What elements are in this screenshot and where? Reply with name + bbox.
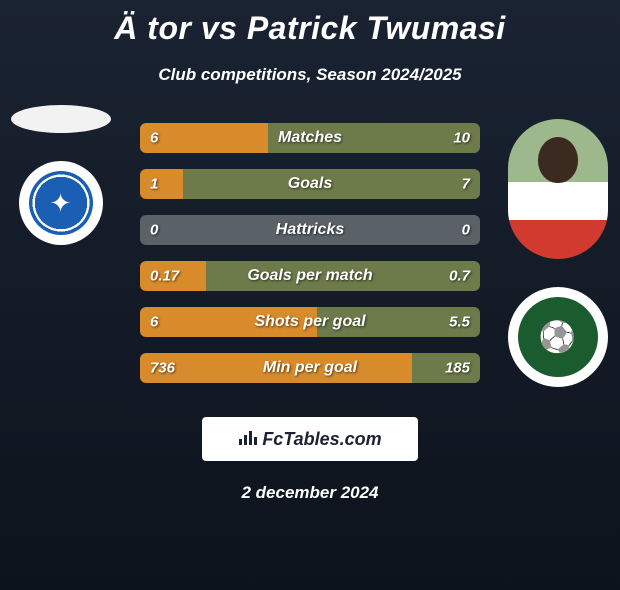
stat-row: 0 0 Hattricks — [140, 215, 480, 245]
stat-row: 1 7 Goals — [140, 169, 480, 199]
club-right-badge — [508, 287, 608, 387]
stat-label: Min per goal — [263, 359, 357, 377]
player-right-photo — [508, 119, 608, 259]
page-title: Ä tor vs Patrick Twumasi — [0, 10, 620, 47]
stat-label: Hattricks — [276, 221, 344, 239]
subtitle: Club competitions, Season 2024/2025 — [0, 65, 620, 85]
stat-left-value: 0 — [150, 222, 158, 239]
bar-left-segment — [140, 169, 183, 199]
date-line: 2 december 2024 — [0, 483, 620, 503]
stat-bars: 6 10 Matches 1 7 Goals 0 0 Hattricks 0.17 0.7 Goals… — [140, 123, 480, 399]
comparison-area: 6 10 Matches 1 7 Goals 0 0 Hattricks 0.17 0.7 Goals… — [0, 123, 620, 403]
stat-left-value: 1 — [150, 176, 158, 193]
chart-icon — [238, 429, 258, 450]
stat-row: 6 10 Matches — [140, 123, 480, 153]
player-left-column — [8, 105, 113, 245]
player-right-column — [505, 119, 610, 387]
stat-right-value: 5.5 — [449, 314, 470, 331]
stat-left-value: 6 — [150, 314, 158, 331]
stat-row: 736 185 Min per goal — [140, 353, 480, 383]
club-left-badge — [19, 161, 103, 245]
stat-label: Shots per goal — [254, 313, 365, 331]
stat-right-value: 7 — [462, 176, 470, 193]
stat-row: 6 5.5 Shots per goal — [140, 307, 480, 337]
player-left-photo — [11, 105, 111, 133]
stat-label: Goals per match — [247, 267, 372, 285]
stat-left-value: 0.17 — [150, 268, 179, 285]
stat-row: 0.17 0.7 Goals per match — [140, 261, 480, 291]
stat-left-value: 6 — [150, 130, 158, 147]
stat-right-value: 10 — [453, 130, 470, 147]
brand-badge: FcTables.com — [202, 417, 418, 461]
stat-right-value: 185 — [445, 360, 470, 377]
brand-text: FcTables.com — [262, 429, 381, 450]
bar-left-segment — [140, 123, 268, 153]
stat-left-value: 736 — [150, 360, 175, 377]
stat-right-value: 0 — [462, 222, 470, 239]
stat-label: Goals — [288, 175, 332, 193]
stat-right-value: 0.7 — [449, 268, 470, 285]
stat-label: Matches — [278, 129, 342, 147]
